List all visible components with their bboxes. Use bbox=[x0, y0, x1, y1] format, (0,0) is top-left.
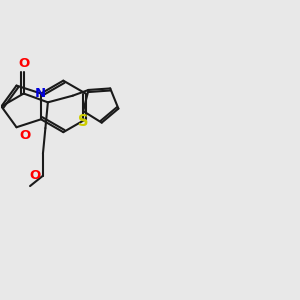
Text: O: O bbox=[19, 129, 30, 142]
Text: O: O bbox=[29, 169, 40, 182]
Text: O: O bbox=[18, 57, 29, 70]
Text: S: S bbox=[78, 114, 88, 129]
Text: N: N bbox=[35, 87, 46, 101]
